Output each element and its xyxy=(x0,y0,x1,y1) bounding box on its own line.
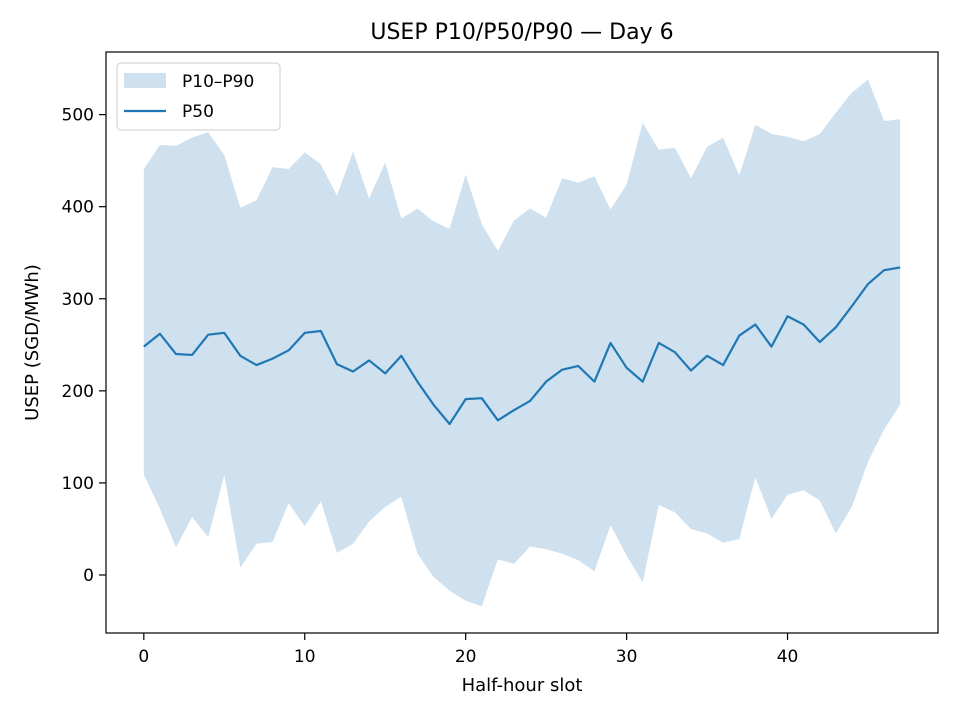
y-tick-label: 200 xyxy=(62,382,94,402)
legend: P10–P90 P50 xyxy=(116,62,281,131)
chart-title: USEP P10/P50/P90 — Day 6 xyxy=(370,20,673,45)
y-tick-label: 500 xyxy=(62,106,94,126)
y-tick-label: 0 xyxy=(83,566,94,586)
x-tick-label: 20 xyxy=(455,647,477,667)
y-tick-label: 100 xyxy=(62,474,94,494)
y-axis-ticks: 0 100 200 300 400 500 xyxy=(62,106,106,586)
x-axis-label: Half-hour slot xyxy=(462,675,583,696)
p10-p90-band xyxy=(143,79,901,607)
x-tick-label: 30 xyxy=(616,647,638,667)
x-axis-ticks: 0 10 20 30 40 xyxy=(138,633,798,667)
y-tick-label: 400 xyxy=(62,198,94,218)
y-tick-label: 300 xyxy=(62,290,94,310)
x-tick-label: 10 xyxy=(294,647,316,667)
legend-band-label: P10–P90 xyxy=(182,72,254,92)
legend-band-swatch xyxy=(124,73,166,88)
axes-frame xyxy=(105,51,939,634)
y-axis-label: USEP (SGD/MWh) xyxy=(22,264,43,421)
p50-line xyxy=(143,266,901,426)
x-tick-label: 40 xyxy=(777,647,799,667)
x-tick-label: 0 xyxy=(138,647,149,667)
legend-p50-label: P50 xyxy=(182,102,214,122)
plot-area xyxy=(143,79,901,607)
